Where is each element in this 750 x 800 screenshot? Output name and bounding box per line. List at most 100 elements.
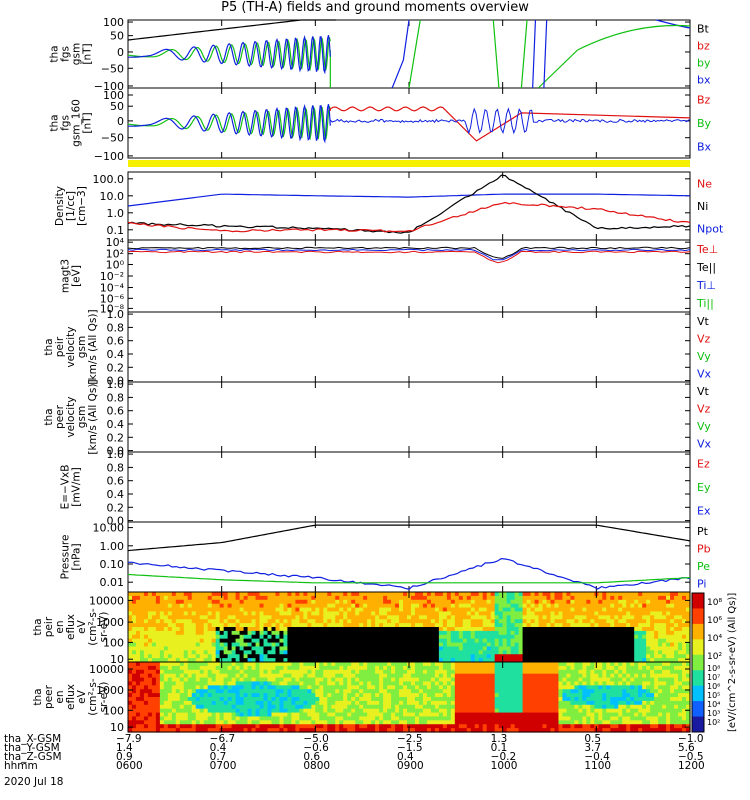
spectro-cell (335, 700, 340, 706)
spectro-cell (434, 599, 440, 605)
spectro-cell (614, 599, 619, 605)
spectro-cell (155, 650, 161, 655)
spectro-cell (542, 685, 548, 690)
spectro-cell (510, 603, 516, 609)
spectro-cell (442, 677, 448, 683)
spectro-cell (454, 646, 460, 651)
spectro-cell (414, 646, 420, 651)
spectro-cell (598, 673, 603, 679)
spectro-cell (590, 665, 595, 671)
spectro-cell (259, 708, 265, 714)
spectro-cell (562, 697, 568, 702)
spectro-cell (518, 650, 524, 655)
spectro-cell (347, 700, 352, 706)
spectro-cell (227, 724, 233, 729)
spectro-cell (327, 630, 332, 636)
spectro-cell (502, 646, 508, 651)
spectro-cell (646, 646, 651, 651)
spectro-cell (566, 595, 572, 601)
spectro-cell (630, 615, 635, 620)
spectro-cell (255, 728, 261, 733)
spectro-cell (506, 665, 512, 671)
spectro-cell (638, 728, 643, 733)
spectro-cell (151, 685, 157, 690)
spectro-cell (307, 592, 312, 597)
spectro-cell (235, 638, 241, 644)
spectro-cell (574, 689, 579, 694)
spectro-cell (287, 607, 293, 613)
spectro-cell (235, 712, 241, 718)
spectro-cell (586, 697, 591, 702)
spectro-cell (159, 646, 165, 651)
spectro-cell (678, 642, 683, 648)
spectro-cell (235, 607, 241, 613)
spectro-cell (335, 689, 340, 694)
spectro-cell (155, 673, 161, 679)
spectro-cell (650, 669, 655, 675)
spectro-cell (498, 634, 504, 640)
spectro-cell (606, 716, 611, 721)
spectro-cell (490, 724, 496, 729)
spectro-cell (319, 619, 324, 624)
spectro-cell (283, 700, 289, 706)
spectro-cell (243, 634, 249, 640)
spectro-cell (175, 634, 181, 640)
spectro-cell (367, 630, 372, 636)
spectro-cell (231, 654, 237, 659)
spectro-cell (482, 592, 488, 597)
spectro-cell (514, 627, 520, 632)
spectro-cell (367, 650, 372, 655)
spectro-cell (642, 673, 647, 679)
spectro-cell (614, 650, 619, 655)
spectro-cell (363, 689, 368, 694)
spectro-cell (331, 712, 336, 718)
spectro-cell (450, 650, 456, 655)
spectro-cell (578, 654, 583, 659)
spectro-cell (478, 658, 484, 663)
spectro-cell (678, 634, 683, 640)
spectro-cell (646, 607, 651, 613)
spectro-cell (303, 704, 308, 710)
spectro-cell (650, 611, 655, 616)
spectro-cell (590, 662, 595, 667)
spectro-cell (558, 595, 564, 601)
spectro-cell (199, 673, 205, 679)
spectro-cell (143, 599, 149, 605)
spectro-cell (658, 665, 663, 671)
spectro-cell (259, 685, 265, 690)
spectro-cell (139, 720, 145, 725)
spectro-cell (546, 693, 552, 698)
spectro-cell (638, 619, 643, 624)
spectro-cell (490, 592, 496, 597)
spectro-cell (275, 685, 281, 690)
spectro-cell (514, 728, 520, 733)
spectro-cell (422, 689, 428, 694)
spectro-cell (311, 685, 316, 690)
spectro-cell (379, 681, 384, 686)
spectro-cell (410, 712, 416, 718)
spectro-cell (311, 607, 316, 613)
spectro-cell (542, 599, 548, 605)
spectro-cell (614, 720, 619, 725)
spectro-cell (502, 724, 508, 729)
spectro-cell (502, 650, 508, 655)
spectro-cell (634, 689, 639, 694)
spectro-cell (522, 619, 528, 624)
spectro-cell (223, 665, 229, 671)
spectro-cell (514, 611, 520, 616)
spectro-cell (442, 599, 448, 605)
spectro-cell (438, 662, 444, 667)
spectro-cell (534, 607, 540, 613)
spectro-cell (466, 724, 472, 729)
spectro-cell (171, 677, 177, 683)
spectro-cell (506, 592, 512, 597)
spectro-cell (474, 642, 480, 648)
spectro-cell (359, 724, 364, 729)
spectro-cell (271, 592, 277, 597)
spectro-cell (570, 607, 576, 613)
spectro-cell (486, 724, 492, 729)
spectro-cell (175, 627, 181, 632)
spectro-cell (662, 627, 667, 632)
spectro-cell (522, 611, 528, 616)
spectro-cell (303, 630, 308, 636)
